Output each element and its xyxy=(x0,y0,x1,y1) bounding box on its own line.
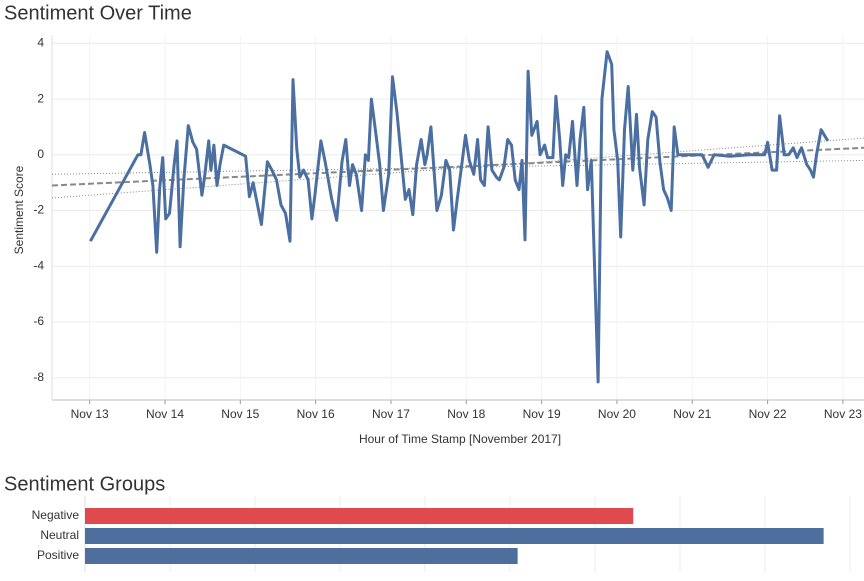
confidence-line xyxy=(51,159,864,175)
bar xyxy=(85,548,518,564)
x-tick-label: Nov 17 xyxy=(372,407,410,421)
y-tick-label: -6 xyxy=(33,314,44,328)
x-tick-label: Nov 16 xyxy=(297,407,335,421)
chart-title: Sentiment Over Time xyxy=(4,2,192,24)
x-axis-label: Hour of Time Stamp [November 2017] xyxy=(359,432,561,446)
bar xyxy=(85,508,634,524)
trend-line xyxy=(51,146,864,187)
x-tick-label: Nov 19 xyxy=(523,407,561,421)
y-tick-label: 0 xyxy=(37,147,44,161)
x-tick-label: Nov 23 xyxy=(824,407,862,421)
chart-title: Sentiment Groups xyxy=(4,473,165,495)
y-tick-label: -4 xyxy=(33,258,44,272)
y-tick-label: -2 xyxy=(33,203,44,217)
x-tick-label: Nov 13 xyxy=(71,407,109,421)
line xyxy=(89,50,830,384)
x-tick-label: Nov 22 xyxy=(749,407,787,421)
category-label: Negative xyxy=(32,508,80,522)
bar xyxy=(85,528,824,544)
x-tick-label: Nov 21 xyxy=(673,407,711,421)
confidence-line xyxy=(51,137,864,199)
category-label: Neutral xyxy=(40,528,79,542)
x-tick-label: Nov 18 xyxy=(447,407,485,421)
x-tick-label: Nov 14 xyxy=(146,407,184,421)
category-label: Positive xyxy=(37,548,79,562)
y-tick-label: -8 xyxy=(33,370,44,384)
x-tick-label: Nov 15 xyxy=(221,407,259,421)
y-axis-label: Sentiment Score xyxy=(12,165,26,254)
y-tick-label: 2 xyxy=(37,91,44,105)
x-tick-label: Nov 20 xyxy=(598,407,636,421)
y-tick-label: 4 xyxy=(37,36,44,50)
